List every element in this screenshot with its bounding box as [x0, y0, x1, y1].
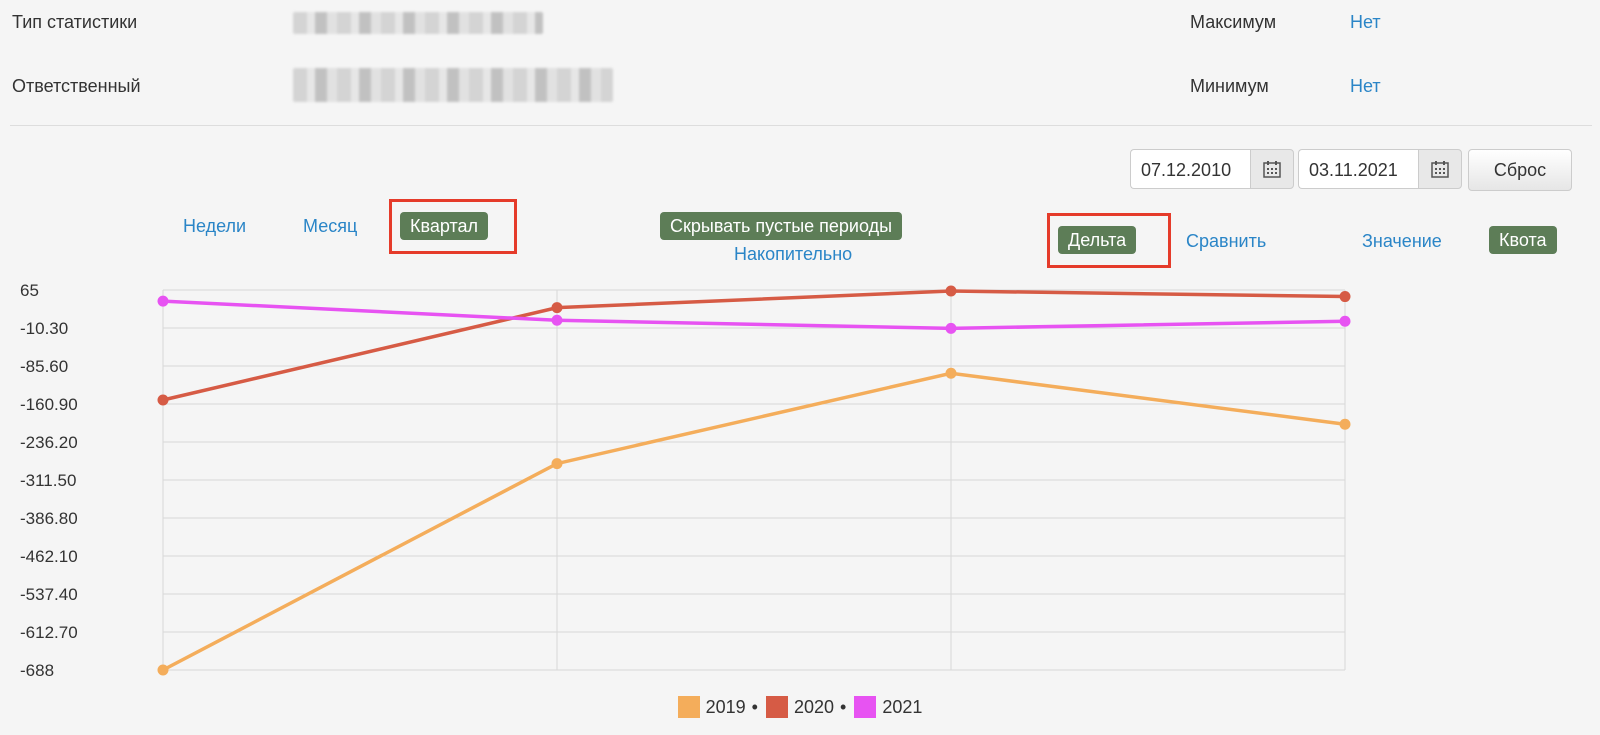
data-point-2020[interactable] [1339, 291, 1351, 303]
delta-button[interactable]: Дельта [1058, 226, 1137, 254]
legend-item-2019[interactable]: 2019 [677, 696, 746, 718]
data-point-2021[interactable] [1339, 315, 1351, 327]
y-tick-label: -236.20 [20, 433, 78, 452]
legend-separator: • [751, 696, 758, 717]
value-link[interactable]: Значение [1362, 231, 1442, 251]
series-line-2019 [162, 371, 1346, 672]
reset-button[interactable]: Сброс [1468, 149, 1572, 191]
data-point-2021[interactable] [157, 295, 169, 307]
legend-label: 2021 [882, 696, 923, 717]
stat-type-row: Тип статистики Максимум Нет [0, 10, 1600, 50]
legend-swatch [854, 696, 877, 718]
max-label: Максимум [1190, 12, 1277, 32]
legend-item-2021[interactable]: 2021 [854, 696, 922, 718]
y-tick-label: -386.80 [20, 509, 78, 528]
delta-highlight [1047, 213, 1171, 268]
data-point-2020[interactable] [157, 394, 169, 406]
legend-label: 2019 [705, 696, 746, 717]
y-tick-label: -10.30 [20, 319, 68, 338]
chart-legend: 2019 • 2020 • 2021 [0, 692, 1600, 722]
quarter-highlight [389, 199, 517, 254]
series-line-2021 [162, 299, 1346, 331]
legend-item-2020[interactable]: 2020 [765, 696, 835, 718]
legend-label: 2020 [793, 696, 835, 717]
weeks-link[interactable]: Недели [183, 216, 247, 236]
min-label: Минимум [1190, 76, 1269, 96]
legend-swatch [677, 696, 700, 718]
data-point-2021[interactable] [551, 314, 563, 326]
data-point-2020[interactable] [945, 285, 957, 297]
y-tick-label: -462.10 [20, 547, 78, 566]
y-tick-label: -688 [20, 661, 54, 680]
quarter-button[interactable]: Квартал [400, 212, 489, 240]
legend-swatch [765, 696, 788, 718]
data-point-2019[interactable] [1339, 418, 1351, 430]
stat-type-label: Тип статистики [12, 12, 138, 32]
responsible-label: Ответственный [12, 76, 141, 96]
min-value-link[interactable]: Нет [1350, 76, 1381, 96]
date-to-input[interactable]: 03.11.2021 [1298, 149, 1418, 189]
calendar-icon[interactable] [1418, 149, 1462, 189]
y-tick-label: -311.50 [20, 471, 76, 490]
divider [10, 125, 1592, 126]
calendar-icon[interactable] [1250, 149, 1294, 189]
y-tick-label: 65 [20, 281, 39, 300]
y-tick-label: -537.40 [20, 585, 78, 604]
data-point-2019[interactable] [551, 458, 563, 470]
y-tick-label: -612.70 [20, 623, 78, 642]
compare-link[interactable]: Сравнить [1186, 231, 1267, 251]
line-chart: 65 -10.30 -85.60 -160.90 -236.20 -311.50 -386.… [20, 281, 1351, 680]
hide-empty-periods-button[interactable]: Скрывать пустые периоды [660, 212, 903, 240]
data-point-2019[interactable] [157, 664, 169, 676]
y-tick-label: -160.90 [20, 395, 78, 414]
legend-separator: • [840, 696, 847, 717]
y-tick-label: -85.60 [20, 357, 68, 376]
date-from-group: 07.12.2010 [1130, 149, 1294, 191]
date-from-input[interactable]: 07.12.2010 [1130, 149, 1250, 189]
date-to-group: 03.11.2021 [1298, 149, 1462, 191]
data-point-2020[interactable] [551, 302, 563, 314]
responsible-row: Ответственный Минимум Нет [0, 68, 1600, 114]
responsible-value-redacted [293, 68, 613, 102]
data-point-2019[interactable] [945, 367, 957, 379]
max-value-link[interactable]: Нет [1350, 12, 1381, 32]
series-line-2020 [162, 289, 1346, 402]
month-link[interactable]: Месяц [303, 216, 358, 236]
quota-button[interactable]: Квота [1489, 226, 1557, 254]
cumulative-link[interactable]: Накопительно [734, 244, 853, 264]
stat-type-value-redacted [293, 12, 543, 34]
data-point-2021[interactable] [945, 322, 957, 334]
